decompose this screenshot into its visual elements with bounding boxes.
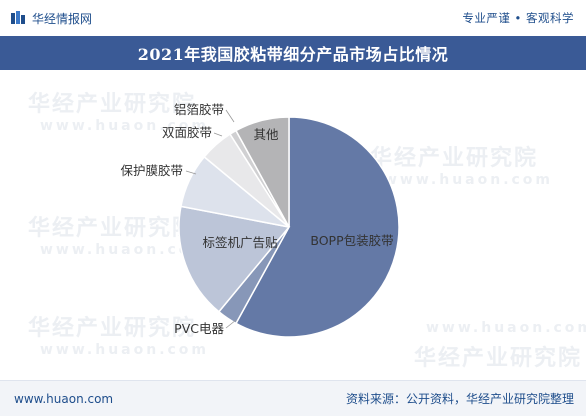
leader-line xyxy=(225,319,237,329)
footer-source: 资料来源：公开资料，华经产业研究院整理 xyxy=(345,392,574,406)
slice-label: 铝箔胶带 xyxy=(174,102,224,117)
top-bar: 华经情报网 专业严谨 • 客观科学 xyxy=(0,0,586,36)
title-bar: 2021年我国胶粘带细分产品市场占比情况 xyxy=(0,36,586,70)
chart-title: 2021年我国胶粘带细分产品市场占比情况 xyxy=(137,45,449,64)
slice-label: 标签机广告贴 xyxy=(202,235,277,250)
slice-label: 其他 xyxy=(253,127,279,142)
brand[interactable]: 华经情报网 xyxy=(10,10,92,27)
pie-slice xyxy=(234,116,290,228)
footer: www.huaon.com 资料来源：公开资料，华经产业研究院整理 xyxy=(0,380,586,416)
pie-slice xyxy=(234,116,400,338)
pie-slice xyxy=(178,205,291,313)
slogan: 专业严谨 • 客观科学 xyxy=(462,11,574,25)
slice-label: 保护膜胶带 xyxy=(120,163,183,178)
slice-label: BOPP包装胶带 xyxy=(310,233,393,248)
slice-label: 双面胶带 xyxy=(162,125,212,140)
brand-name: 华经情报网 xyxy=(32,11,93,26)
slice-label: PVC电器 xyxy=(174,321,224,336)
chart-area: 华经产业研究院 www.huaon.com 华经产业研究院 www.huaon.… xyxy=(0,70,586,378)
leader-line xyxy=(185,170,197,175)
leader-line xyxy=(213,132,223,137)
footer-site[interactable]: www.huaon.com xyxy=(14,391,114,406)
brand-logo-icon xyxy=(11,11,25,24)
leader-line xyxy=(225,109,235,123)
